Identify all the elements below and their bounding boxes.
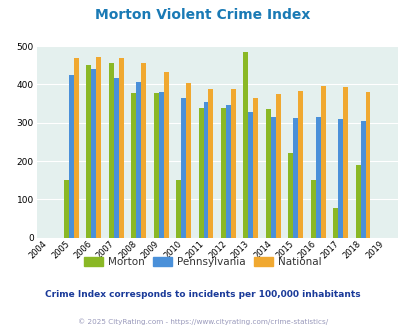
Bar [176, 180, 181, 238]
Bar [315, 117, 320, 238]
Bar [220, 108, 226, 238]
Bar [141, 63, 146, 238]
Bar [265, 109, 270, 238]
Bar [131, 93, 136, 238]
Bar [208, 89, 213, 238]
Bar [153, 93, 158, 238]
Bar [288, 152, 292, 238]
Bar [158, 92, 163, 238]
Bar [109, 63, 113, 238]
Bar [118, 58, 123, 238]
Bar [203, 103, 208, 238]
Bar [360, 121, 364, 238]
Bar [86, 65, 91, 238]
Bar [310, 180, 315, 238]
Bar [113, 78, 118, 238]
Bar [64, 180, 69, 238]
Bar [163, 72, 168, 238]
Text: © 2025 CityRating.com - https://www.cityrating.com/crime-statistics/: © 2025 CityRating.com - https://www.city… [78, 318, 327, 325]
Bar [364, 92, 370, 238]
Bar [342, 87, 347, 238]
Legend: Morton, Pennsylvania, National: Morton, Pennsylvania, National [80, 253, 325, 271]
Text: Crime Index corresponds to incidents per 100,000 inhabitants: Crime Index corresponds to incidents per… [45, 290, 360, 299]
Bar [248, 113, 253, 238]
Bar [181, 98, 185, 238]
Bar [337, 119, 342, 238]
Bar [226, 105, 230, 238]
Bar [136, 82, 141, 238]
Bar [292, 118, 298, 238]
Bar [230, 89, 235, 238]
Text: Morton Violent Crime Index: Morton Violent Crime Index [95, 8, 310, 22]
Bar [333, 208, 337, 238]
Bar [185, 82, 190, 238]
Bar [355, 165, 360, 238]
Bar [198, 108, 203, 238]
Bar [253, 98, 258, 238]
Bar [298, 91, 303, 238]
Bar [96, 56, 101, 238]
Bar [270, 117, 275, 238]
Bar [275, 94, 280, 238]
Bar [320, 85, 325, 238]
Bar [74, 58, 79, 238]
Bar [91, 69, 96, 238]
Bar [69, 75, 74, 238]
Bar [243, 52, 248, 238]
